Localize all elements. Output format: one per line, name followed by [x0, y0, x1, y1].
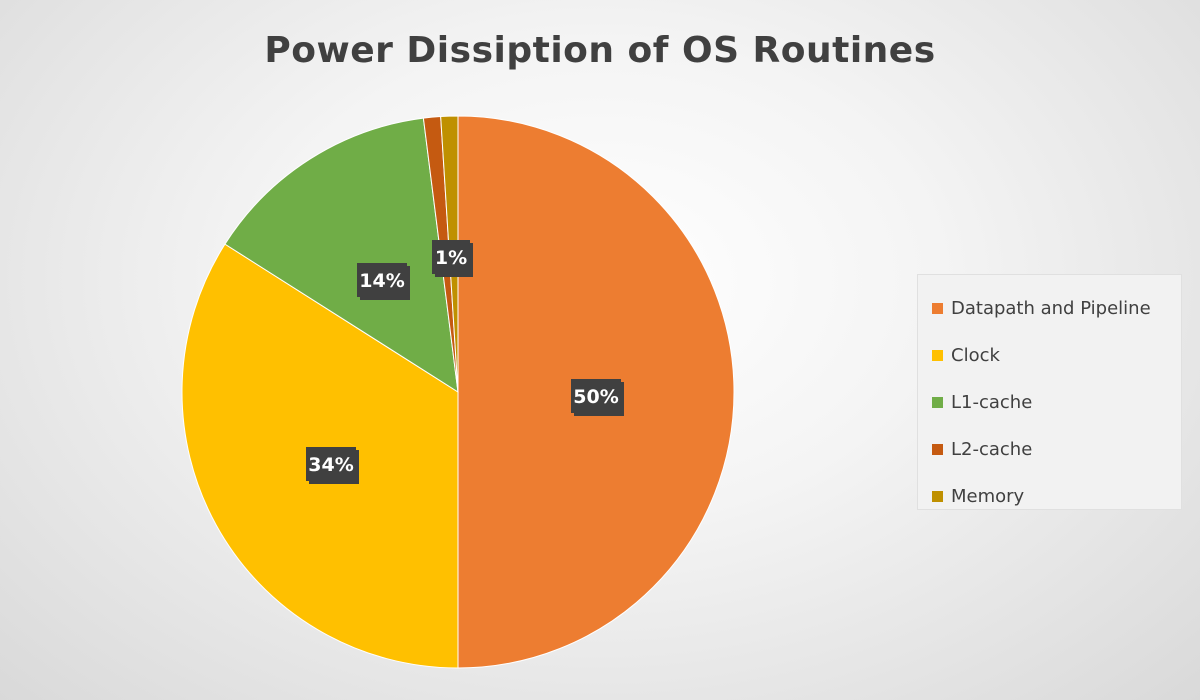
legend-label: Clock — [951, 345, 1000, 366]
data-label-box — [357, 263, 407, 297]
data-label-datapath-and-pipeline: 50% — [571, 379, 624, 416]
legend-item-memory: Memory — [932, 473, 1181, 520]
legend-swatch — [932, 303, 943, 314]
legend-label: L2-cache — [951, 439, 1033, 460]
legend-item-datapath: Datapath and Pipeline — [932, 285, 1181, 332]
legend-swatch — [932, 350, 943, 361]
legend-item-clock: Clock — [932, 332, 1181, 379]
data-label-box — [432, 240, 470, 274]
data-label-clock: 34% — [306, 447, 359, 484]
data-label-text: 34% — [308, 454, 353, 476]
legend-label: L1-cache — [951, 392, 1033, 413]
pie-data-labels: 50% 34% 14% 1% — [306, 240, 624, 484]
chart-title: Power Dissiption of OS Routines — [264, 30, 936, 71]
data-label-text: 50% — [573, 386, 618, 408]
legend-item-l2-cache: L2-cache — [932, 426, 1181, 473]
legend: Datapath and Pipeline Clock L1-cache L2-… — [917, 274, 1182, 510]
data-label-memory: 1% — [432, 240, 473, 277]
pie-slice-l1-cache — [224, 117, 459, 393]
legend-label: Datapath and Pipeline — [951, 298, 1151, 319]
data-label-text: 14% — [359, 270, 404, 292]
legend-label: Memory — [951, 486, 1025, 507]
legend-swatch — [932, 444, 943, 455]
data-label-box — [571, 379, 621, 413]
legend-swatch — [932, 491, 943, 502]
legend-item-l1-cache: L1-cache — [932, 379, 1181, 426]
data-label-l1-cache: 14% — [357, 263, 410, 300]
data-label-box — [306, 447, 356, 481]
pie-slices — [181, 115, 735, 669]
legend-swatch — [932, 397, 943, 408]
data-label-text: 1% — [435, 247, 467, 269]
